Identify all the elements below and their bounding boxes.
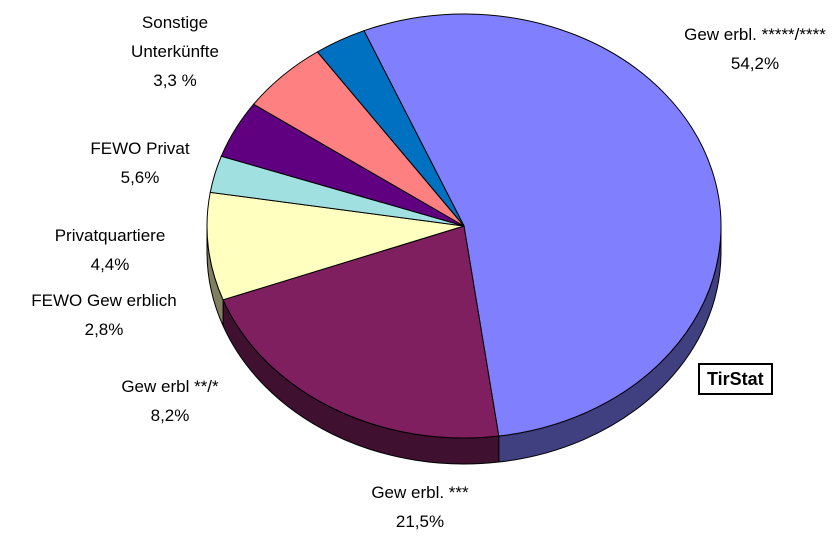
label-value: 21,5% — [395, 512, 445, 531]
tirstat-watermark: TirStat — [698, 363, 773, 395]
label-text: Privatquartiere — [54, 226, 166, 245]
label-value: 2,8% — [84, 320, 124, 339]
label-text: Gew erbl. *** — [371, 483, 469, 502]
label-text: FEWO Gew erblich — [31, 291, 177, 310]
label-gewerbl-3: Gew erbl. *** 21,5% — [330, 478, 510, 536]
label-fewo-gewerblich: FEWO Gew erblich 2,8% — [4, 286, 204, 344]
label-gewerbl-5-4: Gew erbl. *****/**** 54,2% — [655, 20, 840, 78]
label-value: 3,3 % — [153, 71, 197, 90]
pie-slice-gew-erbl — [206, 191, 465, 301]
label-text: Sonstige — [141, 13, 209, 32]
label-value: 5,6% — [120, 168, 160, 187]
label-fewo-privat: FEWO Privat 5,6% — [60, 134, 220, 192]
pie-slice-gew-erbl — [363, 13, 722, 437]
label-value: 54,2% — [730, 54, 780, 73]
label-text: Gew erbl **/* — [121, 377, 219, 396]
label-text: FEWO Privat — [90, 139, 190, 158]
label-value: 4,4% — [90, 255, 130, 274]
label-text: Gew erbl. *****/**** — [684, 25, 826, 44]
label-value: 8,2% — [150, 406, 190, 425]
label-text: Unterkünfte — [131, 42, 219, 61]
label-sonstige-unterkuenfte: Sonstige Unterkünfte 3,3 % — [95, 8, 255, 95]
label-gewerbl-2-1: Gew erbl **/* 8,2% — [90, 372, 250, 430]
label-privatquartiere: Privatquartiere 4,4% — [30, 221, 190, 279]
pie-slice-sonstige-unterk-nfte — [316, 30, 465, 227]
